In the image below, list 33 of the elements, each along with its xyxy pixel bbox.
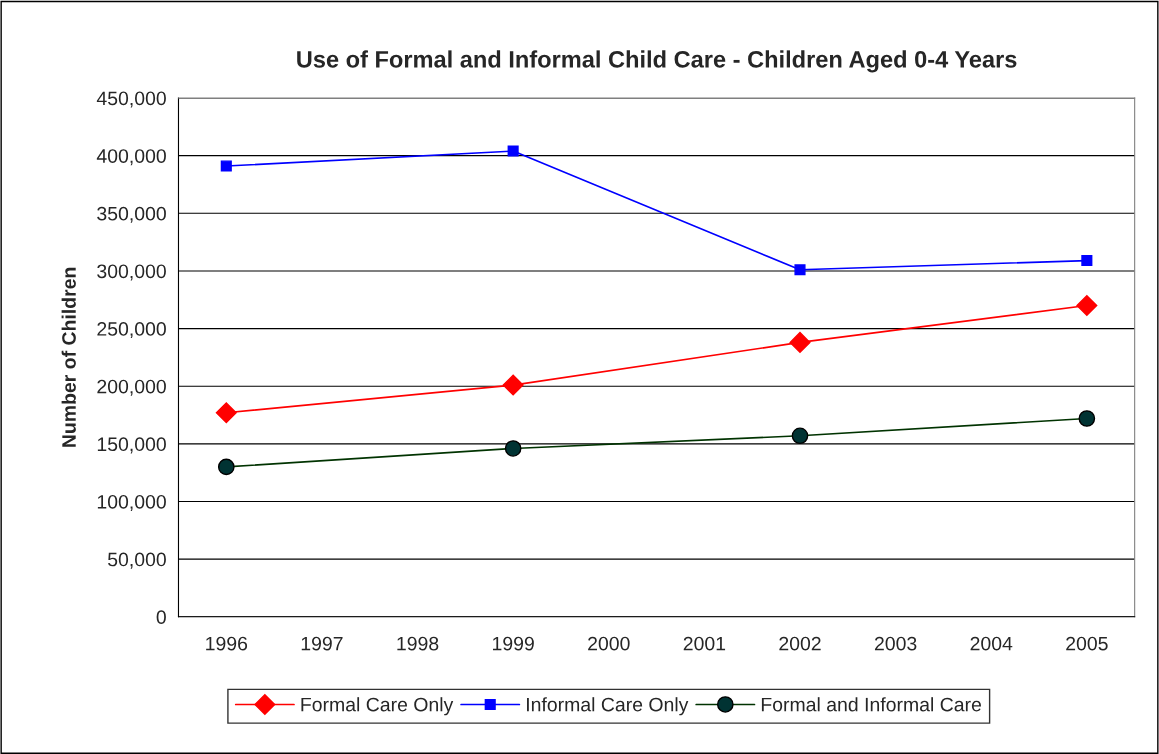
legend-label: Informal Care Only <box>527 697 689 716</box>
x-tick-label: 2001 <box>683 636 726 651</box>
point <box>1081 255 1093 267</box>
x-tick-label: 2003 <box>874 636 917 651</box>
legend-label: Formal Care Only <box>301 697 454 716</box>
x-tick-label: 1999 <box>493 636 534 651</box>
x-tick-label: 1998 <box>397 636 439 651</box>
x-tick-label: 1997 <box>301 636 343 651</box>
y-tick-label: 200,000 <box>97 379 166 396</box>
y-tick-label: 100,000 <box>97 494 166 512</box>
y-tick-label: 50,000 <box>107 552 166 569</box>
y-axis-title: Number of Children <box>61 267 76 447</box>
y-tick-label: 250,000 <box>97 322 166 339</box>
x-tick-label: 2005 <box>1066 636 1108 651</box>
point <box>794 264 806 276</box>
y-tick-label: 400,000 <box>96 149 166 166</box>
chart-title: Use of Formal and Informal Child Care - Children Aged 0-4 Years <box>297 50 1017 73</box>
y-tick-label: 150,000 <box>97 437 166 454</box>
point <box>220 160 232 172</box>
y-tick-label: 0 <box>156 610 166 625</box>
point <box>789 331 811 353</box>
x-tick-label: 2002 <box>779 636 821 651</box>
legend-label: Formal and Informal Care <box>761 697 981 712</box>
point <box>1076 295 1098 317</box>
point <box>507 145 519 157</box>
x-tick-label: 1996 <box>206 636 248 651</box>
y-tick-label: 350,000 <box>97 206 166 223</box>
point <box>215 402 237 424</box>
y-tick-label: 450,000 <box>96 91 166 108</box>
x-tick-label: 2004 <box>970 636 1013 651</box>
y-tick-label: 300,000 <box>97 264 166 281</box>
x-tick-label: 2000 <box>588 636 630 651</box>
point <box>502 374 524 396</box>
